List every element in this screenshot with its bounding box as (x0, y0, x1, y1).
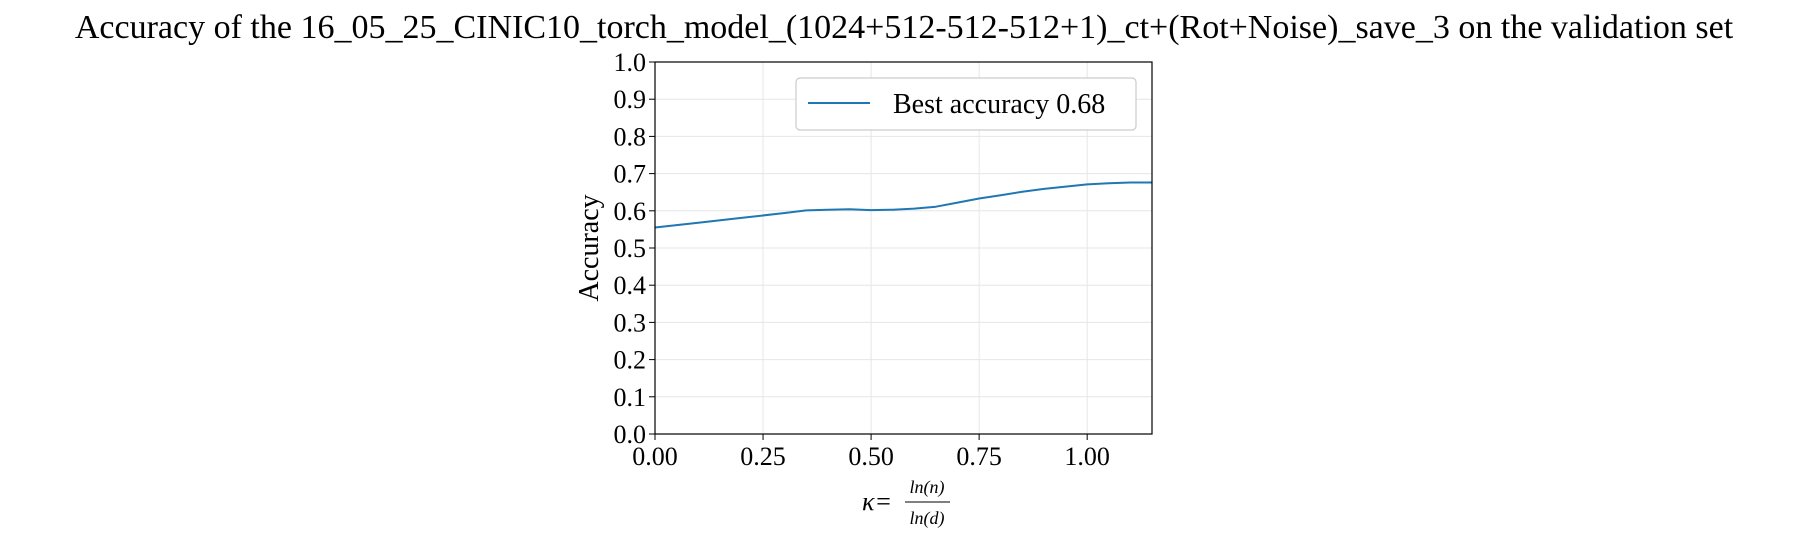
y-tick-label: 0.7 (614, 160, 647, 189)
x-tick-label: 0.25 (740, 442, 786, 471)
y-tick-label: 0.0 (614, 420, 647, 449)
y-tick-label: 0.2 (614, 346, 647, 375)
chart-title: Accuracy of the 16_05_25_CINIC10_torch_m… (75, 9, 1734, 46)
y-axis-label: Accuracy (574, 194, 605, 301)
series-line (654, 181, 1152, 229)
y-tick-label: 0.8 (614, 122, 647, 151)
x-axis-label: κ= ln(n) ln(d) (862, 477, 950, 529)
x-axis-label-prefix: κ= (862, 487, 892, 516)
x-axis-label-numerator: ln(n) (910, 477, 945, 498)
y-tick-label: 0.3 (614, 308, 647, 337)
x-tick-label: 1.00 (1064, 442, 1110, 471)
y-tick-label: 0.6 (614, 197, 647, 226)
legend-label: Best accuracy 0.68 (893, 89, 1105, 120)
y-tick-label: 0.5 (614, 234, 647, 263)
legend: Best accuracy 0.68 (795, 77, 1137, 131)
x-tick-label: 0.50 (848, 442, 894, 471)
series-layer (654, 181, 1152, 229)
x-tick-label: 0.00 (632, 442, 678, 471)
legend-box (795, 77, 1137, 131)
y-tick-label: 0.1 (614, 383, 647, 412)
y-tick-label: 0.9 (614, 85, 647, 114)
ticks: 0.00 0.25 0.50 0.75 1.00 0.0 0.1 0.2 0.3 0.4 0.5 0.… (614, 48, 1110, 471)
y-tick-label: 0.4 (614, 271, 647, 300)
y-tick-label: 1.0 (614, 48, 647, 77)
x-axis-label-denominator: ln(d) (910, 508, 945, 529)
x-tick-label: 0.75 (956, 442, 1002, 471)
